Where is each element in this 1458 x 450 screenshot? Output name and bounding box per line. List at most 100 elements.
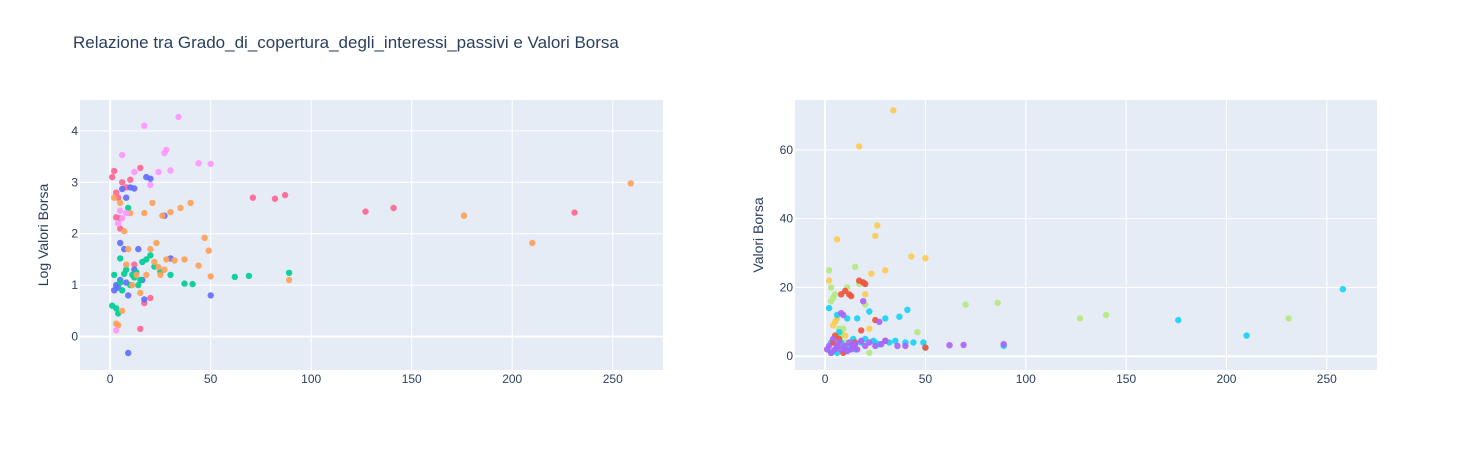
- scatter-point[interactable]: [866, 349, 873, 356]
- scatter-point[interactable]: [131, 185, 138, 192]
- scatter-point[interactable]: [856, 143, 863, 150]
- scatter-point[interactable]: [460, 212, 468, 219]
- scatter-point[interactable]: [896, 313, 903, 320]
- scatter-point[interactable]: [946, 342, 953, 349]
- scatter-point[interactable]: [914, 329, 921, 336]
- scatter-point[interactable]: [836, 339, 843, 346]
- scatter-point[interactable]: [882, 267, 889, 274]
- scatter-point[interactable]: [854, 346, 861, 353]
- scatter-point[interactable]: [117, 279, 124, 286]
- scatter-point[interactable]: [155, 263, 162, 271]
- scatter-point[interactable]: [201, 234, 208, 241]
- scatter-point[interactable]: [123, 209, 130, 217]
- scatter-point[interactable]: [123, 261, 130, 268]
- scatter-point[interactable]: [111, 167, 118, 175]
- scatter-point[interactable]: [149, 199, 156, 207]
- scatter-point[interactable]: [195, 160, 202, 167]
- scatter-point[interactable]: [137, 325, 144, 333]
- scatter-point[interactable]: [143, 271, 150, 279]
- scatter-point[interactable]: [892, 337, 899, 344]
- scatter-point[interactable]: [571, 209, 578, 216]
- scatter-point[interactable]: [1175, 316, 1182, 324]
- scatter-point[interactable]: [852, 263, 859, 270]
- scatter-point[interactable]: [882, 337, 889, 344]
- scatter-point[interactable]: [119, 287, 126, 294]
- scatter-point[interactable]: [920, 339, 927, 346]
- scatter-point[interactable]: [141, 296, 148, 303]
- scatter-point[interactable]: [868, 270, 875, 277]
- scatter-point[interactable]: [866, 339, 873, 346]
- scatter-point[interactable]: [117, 207, 124, 214]
- scatter-point[interactable]: [922, 344, 929, 351]
- scatter-point[interactable]: [123, 266, 130, 273]
- scatter-point[interactable]: [181, 280, 188, 287]
- scatter-point[interactable]: [119, 185, 126, 193]
- scatter-point[interactable]: [125, 292, 132, 299]
- scatter-point[interactable]: [119, 215, 126, 222]
- scatter-point[interactable]: [825, 304, 833, 312]
- scatter-point[interactable]: [141, 209, 148, 217]
- scatter-point[interactable]: [143, 256, 150, 263]
- scatter-point[interactable]: [1285, 315, 1292, 322]
- scatter-point[interactable]: [827, 284, 835, 291]
- scatter-point[interactable]: [281, 191, 289, 199]
- scatter-point[interactable]: [994, 299, 1001, 307]
- scatter-point[interactable]: [111, 271, 118, 279]
- scatter-point[interactable]: [1102, 311, 1110, 319]
- scatter-point[interactable]: [195, 262, 202, 269]
- scatter-point[interactable]: [187, 199, 194, 207]
- scatter-point[interactable]: [155, 168, 162, 176]
- scatter-point[interactable]: [137, 289, 144, 297]
- scatter-point[interactable]: [1076, 315, 1084, 322]
- scatter-point[interactable]: [109, 173, 116, 181]
- scatter-point[interactable]: [151, 258, 158, 266]
- scatter-point[interactable]: [922, 255, 929, 262]
- scatter-point[interactable]: [890, 107, 897, 114]
- scatter-point[interactable]: [163, 146, 170, 154]
- scatter-point[interactable]: [117, 199, 124, 207]
- scatter-point[interactable]: [177, 204, 184, 212]
- scatter-point[interactable]: [113, 214, 120, 221]
- scatter-point[interactable]: [157, 271, 164, 279]
- scatter-point[interactable]: [962, 301, 969, 308]
- scatter-point[interactable]: [960, 341, 967, 349]
- scatter-point[interactable]: [189, 280, 196, 288]
- scatter-point[interactable]: [1339, 286, 1347, 293]
- scatter-point[interactable]: [829, 335, 837, 343]
- scatter-point[interactable]: [862, 280, 869, 288]
- scatter-point[interactable]: [852, 341, 859, 348]
- scatter-point[interactable]: [129, 281, 136, 289]
- scatter-point[interactable]: [854, 315, 861, 322]
- scatter-point[interactable]: [141, 122, 148, 129]
- scatter-point[interactable]: [147, 181, 154, 189]
- scatter-point[interactable]: [1000, 341, 1007, 348]
- scatter-point[interactable]: [131, 261, 138, 268]
- scatter-point[interactable]: [882, 315, 889, 322]
- scatter-point[interactable]: [1243, 332, 1250, 339]
- scatter-point[interactable]: [111, 194, 118, 201]
- scatter-point[interactable]: [171, 257, 178, 264]
- scatter-point[interactable]: [137, 164, 144, 172]
- scatter-point[interactable]: [127, 176, 134, 183]
- scatter-point[interactable]: [627, 180, 634, 187]
- scatter-point[interactable]: [125, 204, 132, 212]
- scatter-point[interactable]: [119, 179, 126, 186]
- scatter-point[interactable]: [205, 247, 212, 254]
- scatter-point[interactable]: [894, 342, 901, 350]
- scatter-point[interactable]: [147, 294, 154, 302]
- scatter-point[interactable]: [872, 342, 879, 350]
- scatter-point[interactable]: [207, 292, 214, 299]
- scatter-point[interactable]: [181, 256, 188, 263]
- scatter-point[interactable]: [147, 175, 154, 182]
- scatter-point[interactable]: [362, 208, 369, 215]
- scatter-point[interactable]: [115, 322, 122, 329]
- scatter-point[interactable]: [159, 212, 166, 219]
- scatter-point[interactable]: [231, 273, 238, 281]
- scatter-point[interactable]: [113, 189, 120, 196]
- scatter-point[interactable]: [131, 168, 138, 176]
- scatter-point[interactable]: [153, 239, 160, 247]
- scatter-point[interactable]: [117, 255, 124, 262]
- scatter-point[interactable]: [147, 245, 154, 253]
- scatter-point[interactable]: [119, 151, 126, 159]
- scatter-point[interactable]: [135, 245, 142, 253]
